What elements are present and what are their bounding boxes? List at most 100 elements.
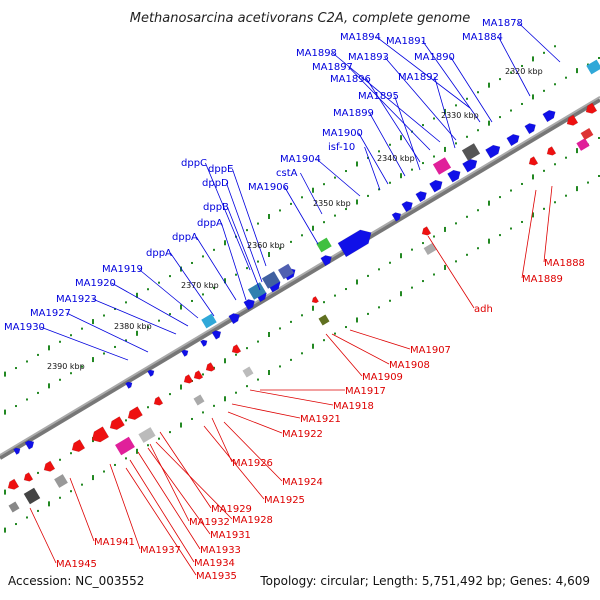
kbp-tick-label: 2370 kbp xyxy=(181,281,219,290)
tick-dot xyxy=(488,120,490,126)
leader-dppd-18 xyxy=(226,182,263,283)
tick-dot xyxy=(499,78,501,81)
minus-gene-15 xyxy=(71,439,86,453)
leader-ma1889-1 xyxy=(521,189,537,279)
plus-gene-6 xyxy=(447,169,461,183)
gene-label-ma1932: MA1932 xyxy=(189,517,230,528)
tick-dot xyxy=(37,353,39,356)
tick-dot xyxy=(246,229,248,232)
tick-dot xyxy=(224,278,226,284)
tick-dot xyxy=(488,238,490,244)
gene-label-ma1893: MA1893 xyxy=(348,52,389,63)
tick-dot xyxy=(81,365,83,368)
tick-dot xyxy=(70,452,72,455)
leader-ma1891-3 xyxy=(422,40,481,123)
tick-dot xyxy=(59,458,61,461)
tick-dot xyxy=(268,252,270,258)
tick-dot xyxy=(543,207,545,210)
tick-dot xyxy=(499,116,501,119)
feature-box-19 xyxy=(8,501,20,513)
tick-dot xyxy=(290,320,292,323)
tick-dot xyxy=(312,187,314,193)
tick-dot xyxy=(59,340,61,343)
gene-label-ma1889: MA1889 xyxy=(522,274,563,285)
gene-label-ma1931: MA1931 xyxy=(210,530,251,541)
leader-dppe-17 xyxy=(232,168,267,267)
gene-label-isf-10: isf-10 xyxy=(328,142,355,153)
leader-dppb-20 xyxy=(227,206,261,291)
tick-dot xyxy=(290,202,292,205)
feature-box-18 xyxy=(23,487,41,505)
plus-gene-7-shape xyxy=(429,179,443,193)
tick-dot xyxy=(224,358,226,364)
tick-dot xyxy=(4,527,6,533)
tick-dot xyxy=(444,146,446,152)
tick-dot xyxy=(191,417,193,420)
plus-gene-4 xyxy=(485,144,501,159)
tick-dot xyxy=(59,496,61,499)
gene-label-ma1923: MA1923 xyxy=(56,294,97,305)
gene-label-ma1888: MA1888 xyxy=(544,258,585,269)
tick-dot xyxy=(576,68,578,74)
tick-dot xyxy=(598,174,600,177)
leader-ma1898-4 xyxy=(332,52,441,143)
tick-dot xyxy=(257,378,259,381)
minus-gene-18-shape xyxy=(23,472,34,482)
kbp-tick-label: 2330 kbp xyxy=(441,111,479,120)
tick-dot xyxy=(444,108,446,114)
tick-dot xyxy=(510,189,512,192)
tick-dot xyxy=(235,273,237,276)
minus-gene-1 xyxy=(585,102,598,114)
plus-gene-17 xyxy=(228,313,240,325)
gene-label-ma1925: MA1925 xyxy=(264,495,305,506)
tick-dot xyxy=(169,431,171,434)
plus-gene-9-shape xyxy=(401,201,413,213)
plus-gene-21-shape xyxy=(147,369,155,377)
kbp-tick-label: 2340 kbp xyxy=(377,154,415,163)
tick-dot xyxy=(136,448,138,454)
tick-dot xyxy=(334,294,336,297)
tick-dot xyxy=(81,483,83,486)
tick-dot xyxy=(213,286,215,289)
gene-label-dppa: dppA xyxy=(146,248,172,259)
leader-ma1920-25 xyxy=(111,282,189,327)
gene-label-dppd: dppD xyxy=(202,178,229,189)
tick-dot xyxy=(389,143,391,146)
minus-gene-16-shape xyxy=(43,460,56,472)
tick-dot xyxy=(433,273,435,276)
tick-dot xyxy=(510,109,512,112)
tick-dot xyxy=(268,370,270,376)
gene-label-ma1941: MA1941 xyxy=(94,537,135,548)
tick-dot xyxy=(301,196,303,199)
tick-dot xyxy=(246,347,248,350)
tick-dot xyxy=(587,63,589,66)
tick-dot xyxy=(400,253,402,259)
feature-box-16 xyxy=(115,436,135,456)
plus-gene-1-shape xyxy=(542,110,556,123)
gene-label-ma1900: MA1900 xyxy=(322,128,363,139)
tick-dot xyxy=(4,489,6,495)
tick-dot xyxy=(301,234,303,237)
tick-dot xyxy=(334,214,336,217)
plus-gene-1 xyxy=(542,110,556,123)
tick-dot xyxy=(213,248,215,251)
minus-gene-5-shape xyxy=(421,226,432,236)
tick-dot xyxy=(554,45,556,48)
tick-dot xyxy=(301,314,303,317)
tick-dot xyxy=(345,288,347,291)
leader-dppc-16 xyxy=(205,162,251,271)
gene-label-ma1927: MA1927 xyxy=(30,308,71,319)
plus-gene-24-shape xyxy=(13,447,21,455)
tick-dot xyxy=(37,471,39,474)
gene-label-ma1890: MA1890 xyxy=(414,52,455,63)
gene-label-ma1891: MA1891 xyxy=(386,36,427,47)
tick-dot xyxy=(488,82,490,88)
minus-gene-2 xyxy=(566,114,579,126)
plus-gene-10-shape xyxy=(391,212,402,222)
kbp-tick-label: 2390 kbp xyxy=(47,362,85,371)
minus-gene-10-shape xyxy=(205,362,216,372)
tick-dot xyxy=(15,523,17,526)
tick-dot xyxy=(312,225,314,231)
tick-dot xyxy=(125,301,127,304)
